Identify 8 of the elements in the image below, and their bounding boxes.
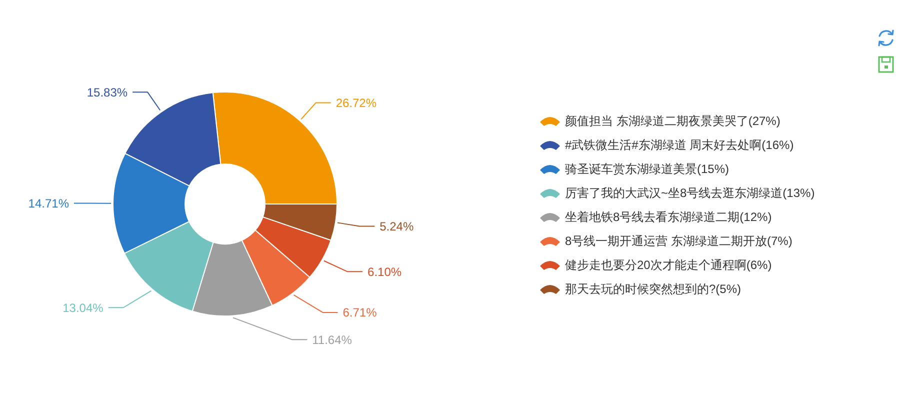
data-label: 5.24% <box>380 219 414 234</box>
data-label: 26.72% <box>336 96 377 110</box>
data-label: 15.83% <box>86 85 128 100</box>
data-label: 6.10% <box>368 264 402 279</box>
data-label: 11.64% <box>312 332 352 347</box>
data-label: 6.71% <box>342 306 378 320</box>
data-label: 13.04% <box>62 300 104 315</box>
data-label: 14.71% <box>28 196 70 210</box>
